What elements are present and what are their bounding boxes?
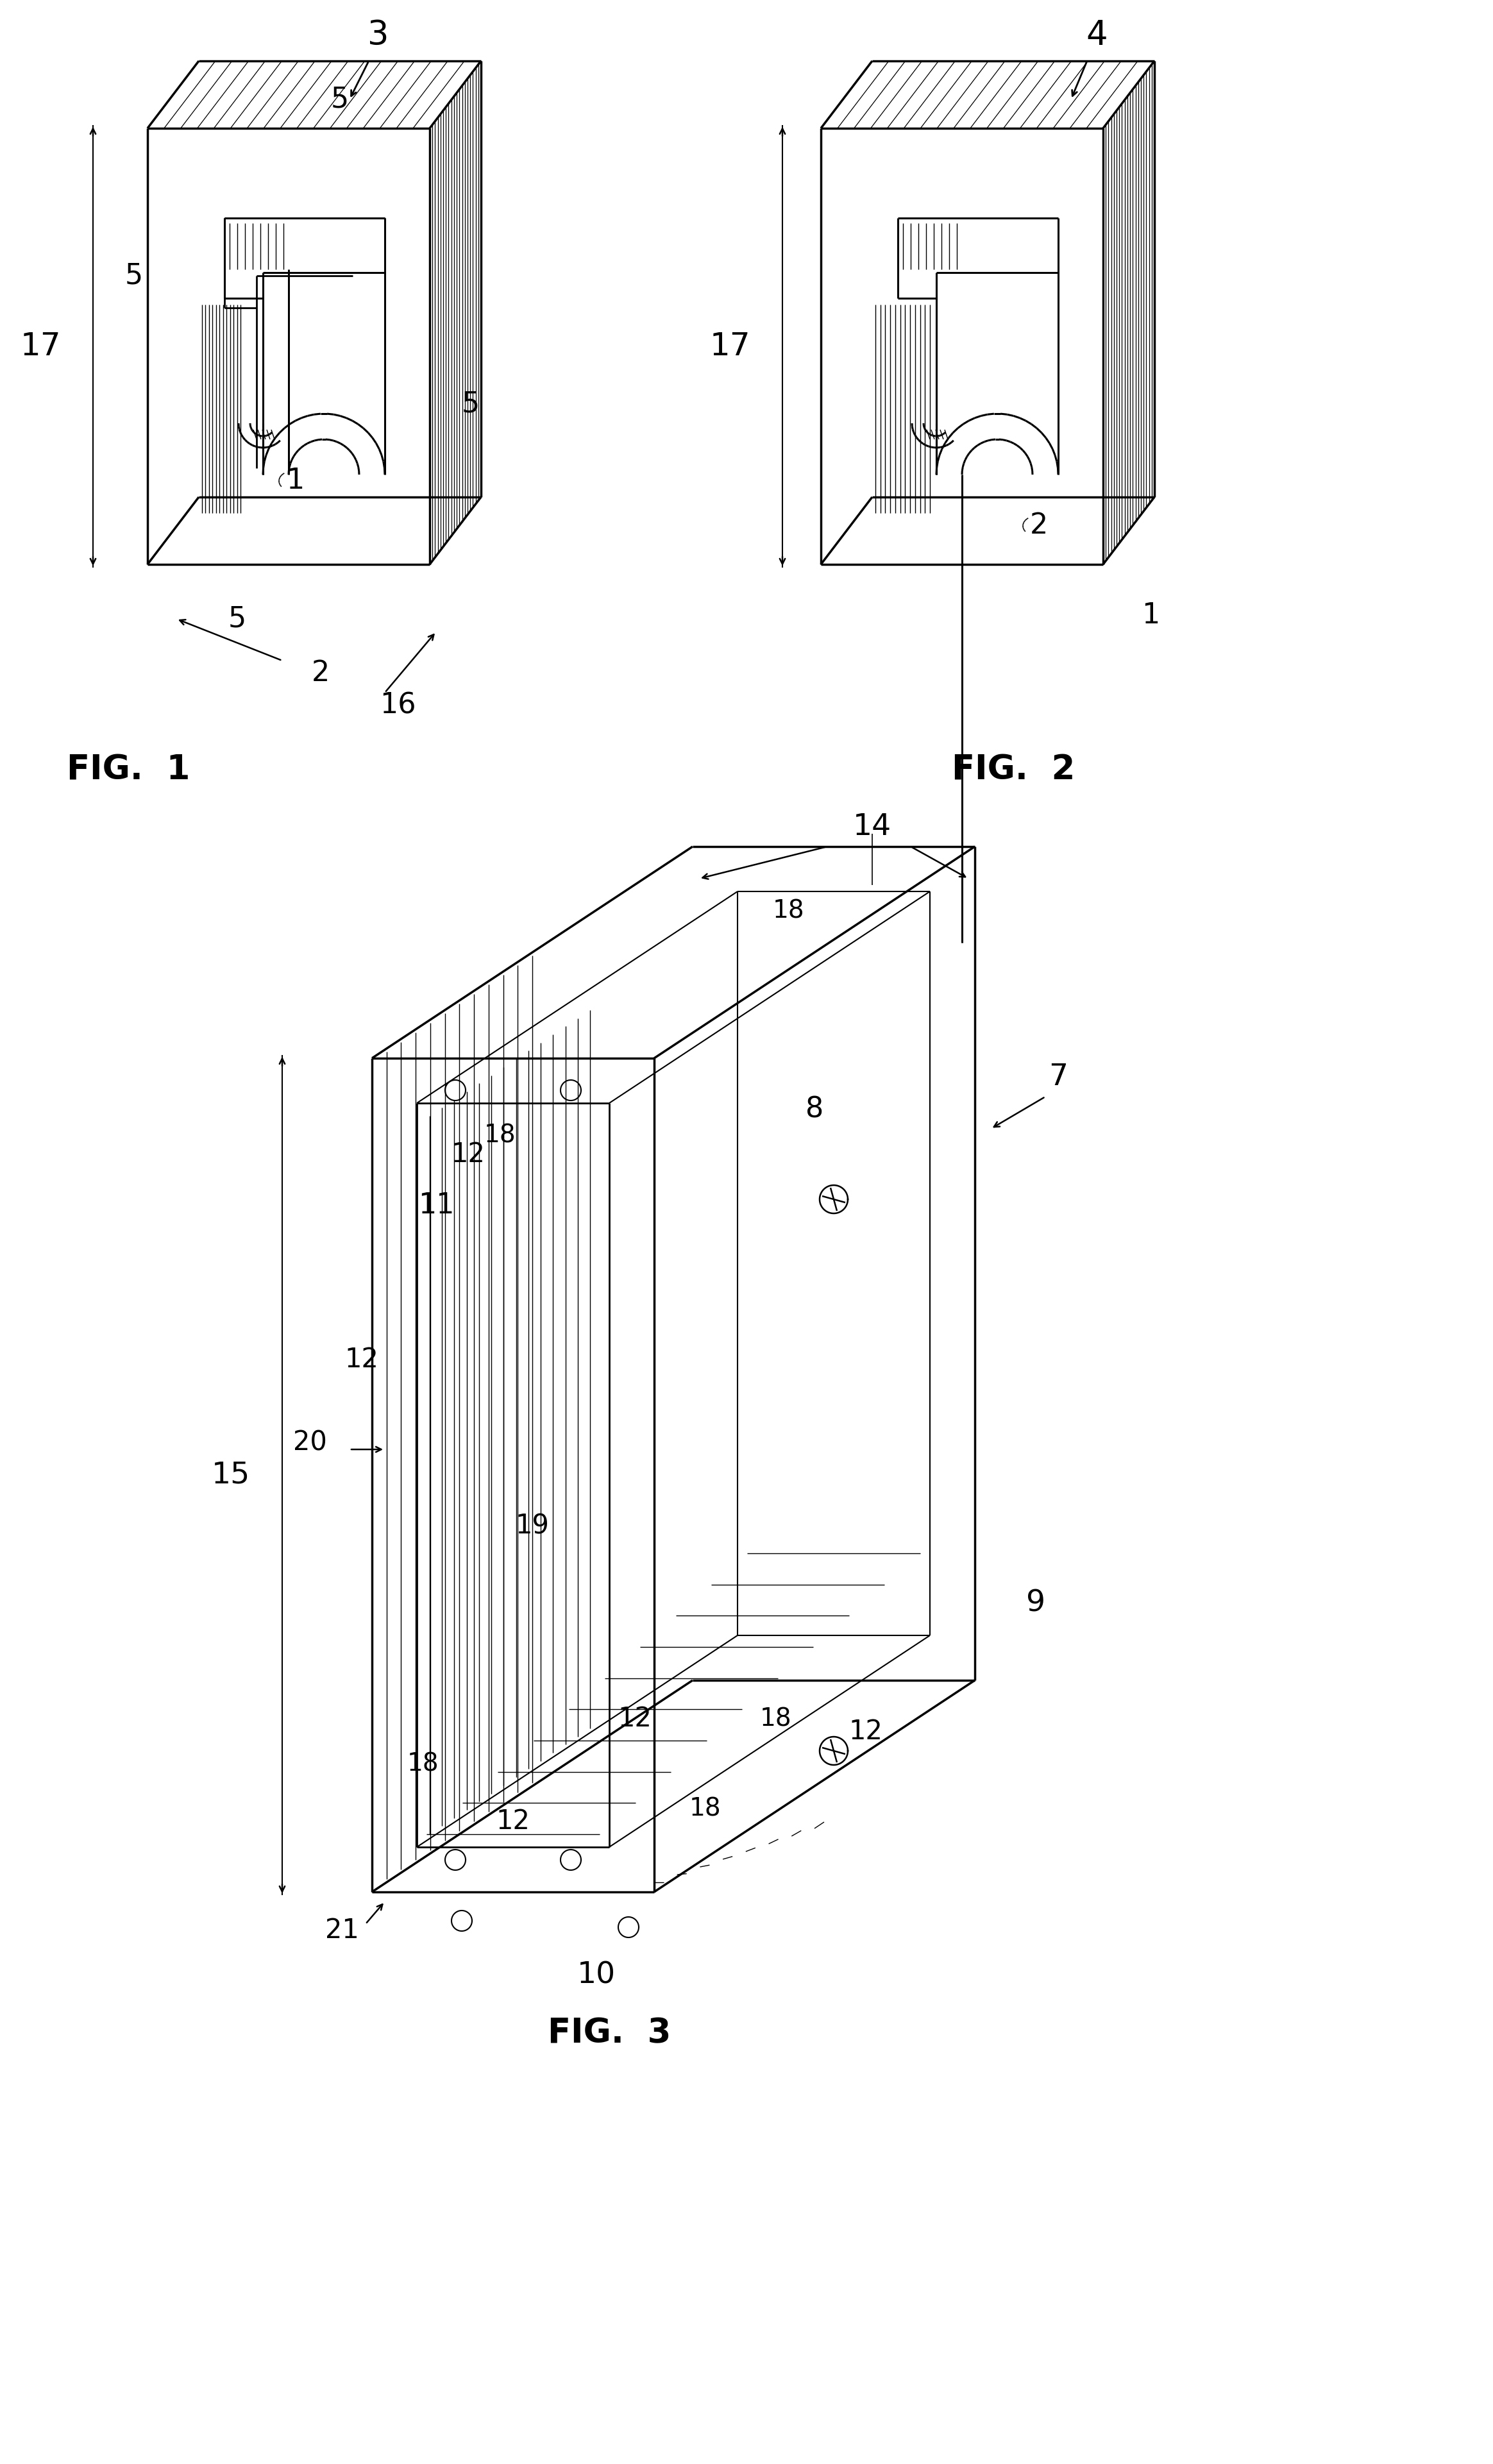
Text: 20: 20 [293,1429,327,1456]
Text: 18: 18 [408,1752,439,1777]
Text: 17: 17 [709,330,751,362]
Text: FIG.  3: FIG. 3 [548,2016,670,2050]
Text: 2: 2 [1030,513,1048,540]
Text: 12: 12 [345,1345,378,1372]
Text: 5: 5 [461,389,479,419]
Text: 12: 12 [496,1809,530,1836]
Text: 2: 2 [312,660,330,687]
Text: 12: 12 [850,1717,882,1745]
Text: 15: 15 [212,1461,251,1491]
Text: 3: 3 [367,20,390,52]
Text: 14: 14 [853,813,891,843]
Text: 21: 21 [325,1917,360,1944]
Text: 19: 19 [515,1513,549,1540]
Text: 4: 4 [1085,20,1108,52]
Text: 10: 10 [578,1961,615,1991]
Text: 18: 18 [760,1708,791,1730]
Text: 12: 12 [618,1705,652,1732]
Text: 12: 12 [451,1141,485,1168]
Text: 18: 18 [484,1124,517,1148]
Text: 16: 16 [379,692,415,719]
Text: 11: 11 [418,1193,454,1220]
Text: 5: 5 [228,606,246,633]
Text: 7: 7 [1048,1062,1067,1092]
Text: FIG.  2: FIG. 2 [951,754,1075,786]
Text: 17: 17 [19,330,61,362]
Text: 8: 8 [805,1096,824,1124]
Text: 5: 5 [125,261,143,291]
Text: 18: 18 [690,1796,721,1821]
Text: FIG.  1: FIG. 1 [67,754,190,786]
Text: 5: 5 [331,86,349,113]
Text: 1: 1 [1142,601,1160,628]
Text: 9: 9 [1026,1589,1045,1619]
Text: 1: 1 [287,468,305,495]
Text: 18: 18 [773,899,805,924]
